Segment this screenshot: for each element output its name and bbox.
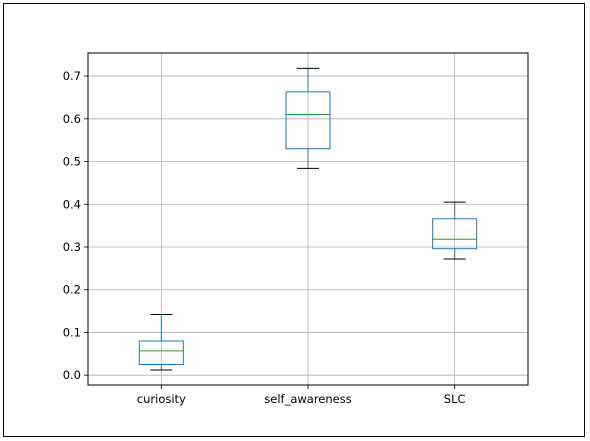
y-tick-label: 0.0 [63,368,81,382]
x-axis: curiosity self_awareness SLC [137,385,466,406]
y-tick-label: 0.5 [63,155,81,169]
y-axis: 0.0 0.1 0.2 0.3 0.4 0.5 0.6 0.7 [63,69,88,382]
y-tick-label: 0.1 [63,325,81,339]
x-tick-label-slc: SLC [444,392,466,406]
iqr-box [285,91,331,150]
x-tick-label-self-awareness: self_awareness [264,392,351,406]
y-tick-label: 0.6 [63,112,81,126]
y-tick-label: 0.4 [63,197,81,211]
box-self-awareness [285,67,331,169]
y-tick-label: 0.2 [63,283,81,297]
box-series [138,67,478,371]
y-tick-label: 0.7 [63,69,81,83]
box-slc [432,201,478,260]
iqr-box [138,340,184,365]
iqr-box [432,218,478,250]
box-curiosity [138,313,184,371]
x-tick-label-curiosity: curiosity [137,392,186,406]
y-tick-label: 0.3 [63,240,81,254]
